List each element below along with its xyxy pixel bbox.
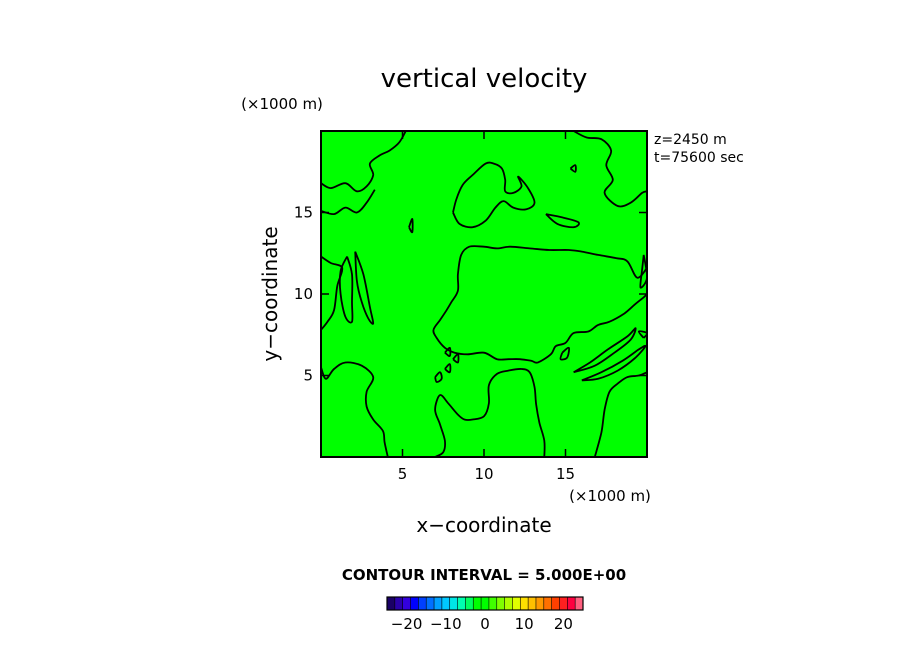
x-units-label: (×1000 m) bbox=[569, 487, 651, 505]
y-tick-label: 10 bbox=[294, 285, 313, 303]
colorbar-tick-label: −20 bbox=[391, 615, 423, 633]
x-axis: 5 10 15 bbox=[398, 131, 575, 483]
contour-line bbox=[452, 353, 460, 364]
y-tick-label: 5 bbox=[303, 367, 313, 385]
colorbar-swatch bbox=[387, 597, 396, 610]
contour-lines bbox=[320, 130, 648, 458]
contour-line bbox=[444, 346, 452, 357]
colorbar-swatch bbox=[512, 597, 521, 610]
colorbar-swatch bbox=[394, 597, 403, 610]
colorbar-swatch bbox=[481, 597, 490, 610]
x-tick-label: 5 bbox=[398, 465, 408, 483]
contour-line bbox=[444, 363, 452, 374]
colorbar-swatch bbox=[520, 597, 529, 610]
colorbar-frame bbox=[386, 596, 584, 611]
colorbar-swatch bbox=[496, 597, 505, 610]
info-height: z=2450 m bbox=[654, 132, 727, 148]
colorbar-swatch bbox=[473, 597, 482, 610]
colorbar-swatch bbox=[575, 597, 584, 610]
colorbar-ticks: −20 −10 0 10 20 bbox=[391, 615, 573, 633]
colorbar-swatch bbox=[410, 597, 419, 610]
contour-line bbox=[432, 245, 648, 364]
contour-line bbox=[559, 346, 570, 361]
contour-line bbox=[434, 371, 443, 383]
contour-line bbox=[637, 330, 648, 339]
contour-line bbox=[320, 130, 407, 193]
contour-line bbox=[408, 218, 414, 234]
y-units-label: (×1000 m) bbox=[241, 95, 323, 113]
contour-line bbox=[545, 213, 580, 229]
contour-line bbox=[573, 327, 637, 374]
contour-line bbox=[434, 368, 546, 458]
x-tick-label: 10 bbox=[474, 465, 493, 483]
colorbar-tick-label: 20 bbox=[554, 615, 573, 633]
contour-line bbox=[581, 344, 647, 382]
colorbar-tick-label: 10 bbox=[515, 615, 534, 633]
colorbar-swatch bbox=[418, 597, 427, 610]
plot-area bbox=[321, 131, 647, 457]
colorbar-swatch bbox=[559, 597, 568, 610]
colorbar-swatch bbox=[441, 597, 451, 610]
y-axis-label: y−coordinate bbox=[258, 226, 282, 361]
colorbar-swatch bbox=[567, 597, 576, 610]
contour-line bbox=[452, 161, 536, 229]
y-tick-label: 15 bbox=[294, 204, 313, 222]
x-tick-label: 15 bbox=[556, 465, 575, 483]
contour-line bbox=[320, 255, 344, 331]
colorbar-swatch bbox=[402, 597, 411, 610]
contour-line bbox=[354, 251, 375, 325]
contour-line bbox=[320, 361, 389, 458]
contour-interval-label: CONTOUR INTERVAL = 5.000E+00 bbox=[342, 566, 626, 584]
colorbar-swatch bbox=[528, 597, 537, 610]
colorbar-swatch bbox=[465, 597, 474, 610]
colorbar-swatch bbox=[449, 597, 458, 610]
colorbar-tick-label: 0 bbox=[480, 615, 490, 633]
chart-title: vertical velocity bbox=[381, 64, 588, 94]
colorbar-swatch bbox=[457, 597, 466, 610]
colorbar-swatch bbox=[543, 597, 552, 610]
colorbar-swatch bbox=[504, 597, 513, 610]
x-axis-label: x−coordinate bbox=[416, 513, 551, 537]
info-time: t=75600 sec bbox=[654, 150, 744, 166]
contour-line bbox=[569, 164, 577, 173]
colorbar-swatch bbox=[488, 597, 498, 610]
contour-line bbox=[338, 256, 354, 324]
contour-line bbox=[573, 130, 648, 208]
contour-line bbox=[593, 371, 648, 458]
colorbar-swatch bbox=[434, 597, 443, 610]
contour-line bbox=[320, 189, 376, 216]
colorbar-tick-label: −10 bbox=[430, 615, 462, 633]
colorbar bbox=[386, 596, 584, 611]
colorbar-swatch bbox=[426, 597, 435, 610]
y-axis: 5 10 15 bbox=[294, 204, 647, 385]
colorbar-swatch bbox=[551, 597, 560, 610]
colorbar-swatch bbox=[535, 597, 545, 610]
